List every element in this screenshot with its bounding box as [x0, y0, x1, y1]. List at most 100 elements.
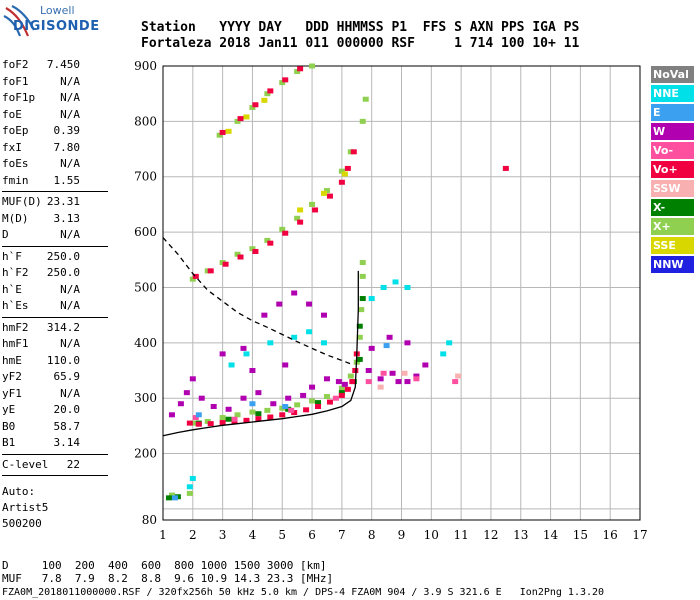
data-point-vo-	[332, 395, 339, 401]
param-value: 22	[66, 457, 80, 471]
data-point-vo-	[192, 273, 199, 279]
data-point-vo-	[338, 179, 345, 185]
data-point-x-	[165, 495, 172, 501]
data-point-sse	[320, 190, 327, 196]
data-point-vo-	[291, 410, 298, 416]
data-point-vo-	[243, 417, 250, 423]
data-point-vo-	[288, 407, 295, 413]
data-point-vo-	[353, 351, 360, 357]
data-point-x-	[356, 323, 363, 329]
data-point-vo-	[186, 420, 193, 426]
data-point-x-	[309, 398, 316, 404]
footer-muf-row: MUF 7.8 7.9 8.2 8.8 9.6 10.9 14.3 23.3 […	[2, 572, 334, 585]
data-point-vo-	[312, 207, 319, 213]
data-point-nne	[320, 340, 327, 346]
data-point-w	[240, 345, 247, 351]
plot-frame	[162, 65, 641, 521]
param-value: N/A	[60, 91, 80, 104]
data-point-w	[219, 351, 226, 357]
footer-distance-row: D 100 200 400 600 800 1000 1500 3000 [km…	[2, 559, 327, 572]
data-point-vo-	[267, 88, 274, 94]
param-value: 23.31	[46, 195, 80, 208]
y-tick-label: 500	[134, 280, 157, 294]
data-point-x-	[219, 260, 226, 266]
data-point-w	[404, 340, 411, 346]
x-tick-label: 8	[368, 528, 376, 542]
legend-item-x-: X-	[651, 199, 694, 216]
auto-code: 500200	[2, 517, 42, 530]
data-point-x-	[174, 494, 181, 500]
data-point-w	[285, 395, 292, 401]
data-point-vo-	[231, 418, 238, 424]
data-point-vo-	[365, 379, 372, 385]
param-value: 1.55	[53, 173, 81, 187]
param-separator	[2, 191, 108, 192]
data-point-vo-	[502, 165, 509, 171]
data-point-vo-	[297, 219, 304, 225]
header-values: Fortaleza 2018 Jan11 011 000000 RSF 1 71…	[141, 36, 580, 51]
param-name: M(D)	[2, 211, 29, 225]
param-name: h`F	[2, 249, 22, 263]
data-point-x-	[249, 246, 256, 252]
param-name: MUF(D)	[2, 195, 42, 208]
data-point-x-	[234, 118, 241, 124]
data-point-x-	[204, 418, 211, 424]
data-point-vo-	[252, 248, 259, 254]
param-value: 7.450	[46, 58, 80, 71]
param-name: yF2	[2, 370, 22, 383]
x-tick-label: 15	[573, 528, 588, 542]
param-value: N/A	[60, 282, 80, 296]
data-point-w	[270, 401, 277, 407]
data-point-vo-	[282, 230, 289, 236]
data-point-w	[291, 290, 298, 296]
x-tick-label: 17	[632, 528, 647, 542]
param-name: B0	[2, 419, 16, 433]
data-point-x-	[189, 420, 196, 426]
data-point-nne	[267, 340, 274, 346]
data-point-x-	[264, 407, 271, 413]
data-point-vo-	[303, 407, 310, 413]
data-point-x-	[195, 420, 202, 426]
x-tick-label: 16	[603, 528, 618, 542]
data-point-w	[261, 312, 268, 318]
data-point-vo-	[252, 102, 259, 108]
data-point-x-	[279, 405, 286, 411]
logo-line1: Lowell	[40, 4, 75, 17]
data-point-sse	[261, 97, 268, 103]
data-point-e	[383, 343, 390, 349]
data-point-x-	[294, 402, 301, 408]
data-point-w	[341, 381, 348, 387]
x-tick-label: 10	[424, 528, 439, 542]
y-tick-label: 80	[142, 513, 157, 527]
data-point-sse	[225, 128, 232, 134]
legend-item-vo-: Vo+	[651, 161, 694, 178]
data-point-vo-	[255, 416, 262, 422]
data-point-x-	[338, 168, 345, 174]
data-point-ssw	[455, 373, 462, 379]
data-point-x-	[323, 394, 330, 400]
legend-item-noval: NoVal	[651, 66, 694, 83]
param-value: N/A	[60, 386, 80, 400]
param-name: foF2	[2, 58, 29, 71]
logo: Lowell DIGISONDE	[2, 4, 99, 40]
x-tick-label: 12	[483, 528, 498, 542]
data-point-vo-	[315, 404, 322, 409]
data-point-vo-	[267, 414, 274, 420]
auto-system: Artist5	[2, 501, 49, 514]
data-point-w	[249, 368, 256, 374]
param-value: 314.2	[46, 320, 80, 334]
trace-line-model	[162, 237, 352, 365]
data-point-x-	[168, 492, 175, 498]
data-point-x-	[234, 412, 241, 418]
data-point-nne	[189, 475, 196, 481]
data-point-nne	[392, 279, 399, 285]
data-point-x-	[204, 268, 211, 274]
data-point-x-	[356, 334, 363, 340]
param-value: 7.80	[53, 140, 81, 154]
data-point-vo-	[326, 193, 333, 199]
data-point-x-	[359, 118, 366, 124]
data-point-vo-	[380, 370, 387, 376]
data-point-nne	[446, 340, 453, 346]
data-point-w	[198, 395, 205, 401]
